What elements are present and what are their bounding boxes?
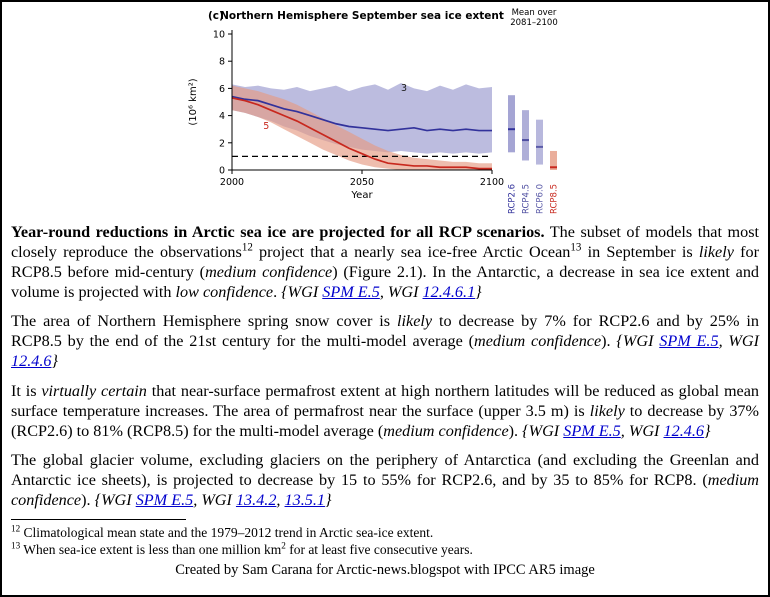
- y-tick-label: 0: [219, 166, 225, 177]
- text-segment: }: [51, 352, 58, 371]
- model-count-annotation: 5: [263, 121, 269, 132]
- text-segment: virtually certain: [41, 381, 147, 400]
- text-segment: ) (Figure 2.1). In the Antarctic, a decr…: [11, 263, 760, 302]
- side-panel-title-line2: 2081–2100: [510, 18, 558, 28]
- text-segment: }: [703, 421, 711, 440]
- text-segment: to decrease by 7% for RCP2.6 and by 25% …: [11, 312, 759, 351]
- rcp85-rotated-label: RCP8.5: [550, 184, 560, 214]
- text-segment: to decrease by 37% (RCP2.6) to 81% (RCP8…: [11, 401, 759, 440]
- footnote-13: 13 When sea-ice extent is less than one …: [2, 541, 768, 558]
- text-segment: , WGI: [379, 283, 423, 302]
- text-segment: {WGI: [281, 283, 323, 302]
- text-segment: , WGI: [193, 490, 236, 509]
- x-tick-label: 2000: [220, 177, 244, 188]
- chart-title: Northern Hemisphere September sea ice ex…: [220, 10, 504, 22]
- rcp60-rotated-label: RCP6.0: [536, 184, 546, 214]
- reference-link[interactable]: SPM E.5: [135, 490, 194, 509]
- reference-link[interactable]: SPM E.5: [563, 421, 621, 440]
- text-segment: ).: [508, 421, 523, 440]
- text-segment: ).: [601, 332, 617, 351]
- y-tick-label: 6: [219, 84, 225, 95]
- paragraph-snow-cover: The area of Northern Hemisphere spring s…: [11, 311, 759, 371]
- text-segment: {WGI: [522, 421, 564, 440]
- text-segment: Year-round reductions in Arctic sea ice …: [11, 223, 545, 241]
- x-axis-label: Year: [350, 190, 373, 201]
- text-segment: When sea-ice extent is less than one mil…: [20, 542, 282, 558]
- attribution-line: Created by Sam Carana for Arctic-news.bl…: [175, 561, 595, 578]
- text-segment: }: [475, 283, 482, 302]
- rcp45-mean-bar: [522, 110, 529, 161]
- text-segment: likely: [698, 243, 734, 262]
- text-segment: It is: [11, 381, 42, 400]
- text-segment: ,: [276, 490, 285, 509]
- rcp60-mean-bar: [536, 119, 543, 165]
- sea-ice-chart-svg: 0 2 4 6 8 10 2000 2050 2100 (c)Northern Hemispher…: [188, 8, 560, 214]
- footnote-separator: [11, 519, 186, 521]
- model-count-annotation: 3: [401, 83, 407, 94]
- reference-link[interactable]: 12.4.6: [663, 421, 704, 440]
- reference-link[interactable]: 13.5.1: [284, 490, 325, 509]
- text-segment: Climatological mean state and the 1979–2…: [20, 525, 434, 541]
- paragraph-permafrost: It is virtually certain that near-surfac…: [11, 381, 759, 441]
- rcp26-band: [232, 82, 492, 154]
- report-text: Year-round reductions in Arctic sea ice …: [2, 218, 768, 510]
- text-segment: medium confidence: [205, 263, 333, 282]
- text-segment: {WGI: [94, 490, 136, 509]
- text-segment: }: [324, 490, 332, 509]
- rcp26-mean-bar: [508, 95, 515, 153]
- reference-link[interactable]: 12.4.6: [11, 352, 52, 371]
- reference-link[interactable]: 13.4.2: [235, 490, 277, 509]
- text-segment: The subset of models that most closely r…: [11, 223, 759, 262]
- x-tick-label: 2100: [480, 177, 504, 188]
- reference-link[interactable]: SPM E.5: [322, 283, 380, 302]
- paragraph-glaciers: The global glacier volume, excluding gla…: [11, 450, 759, 510]
- figure-sea-ice: 0 2 4 6 8 10 2000 2050 2100 (c) Northern Hemispher…: [136, 4, 768, 218]
- text-segment: likely: [397, 312, 433, 331]
- y-tick-label: 10: [213, 30, 225, 41]
- text-segment: low confidence: [175, 283, 274, 302]
- text-segment: for at least five consecutive years.: [285, 542, 473, 558]
- y-tick-label: 4: [219, 111, 225, 122]
- text-segment: for RCP8.5 before mid-century (: [11, 243, 759, 282]
- rcp45-rotated-label: RCP4.5: [522, 184, 532, 214]
- y-tick-label: 2: [219, 138, 225, 149]
- rcp26-rotated-label: RCP2.6: [508, 184, 518, 214]
- rcp85-line: [231, 97, 492, 170]
- text-segment: likely: [589, 401, 625, 420]
- text-segment: that near-surface permafrost extent at h…: [11, 381, 760, 420]
- rcp26-line: [231, 95, 492, 132]
- text-segment: The global glacier volume, excluding gla…: [11, 450, 759, 489]
- rcp85-mean-bar: [550, 150, 557, 170]
- text-segment: medium confidence: [474, 332, 602, 351]
- reference-link[interactable]: SPM E.5: [659, 332, 719, 351]
- footnote-12: 12 Climatological mean state and the 197…: [2, 524, 768, 541]
- panel-label: (c): [208, 10, 224, 22]
- footnote-marker: 13: [570, 241, 582, 254]
- text-segment: The area of Northern Hemisphere spring s…: [11, 312, 398, 331]
- text-segment: project that a nearly sea ice-free Arcti…: [252, 243, 571, 262]
- y-axis-label: (10⁶ km²): [188, 78, 199, 125]
- text-segment: .: [273, 283, 282, 302]
- text-segment: , WGI: [718, 332, 759, 351]
- footnote-marker: 12: [241, 241, 253, 254]
- footnote-marker: 2: [281, 540, 286, 551]
- paragraph-sea-ice: Year-round reductions in Arctic sea ice …: [11, 222, 759, 302]
- side-panel-title-line1: Mean over: [512, 8, 557, 18]
- footnote-marker: 13: [11, 540, 21, 551]
- text-segment: in September is: [581, 243, 699, 262]
- footnote-marker: 12: [11, 523, 21, 534]
- text-segment: medium confidence: [11, 470, 759, 509]
- y-tick-label: 8: [219, 57, 225, 68]
- text-segment: , WGI: [620, 421, 664, 440]
- text-segment: medium confidence: [383, 421, 509, 440]
- sea-ice-chart: 0 2 4 6 8 10 2000 2050 2100 (c) Northern Hemispher…: [136, 4, 768, 223]
- text-segment: ).: [81, 490, 95, 509]
- reference-link[interactable]: 12.4.6.1: [422, 283, 476, 302]
- x-tick-label: 2050: [350, 177, 374, 188]
- rcp85-band: [232, 85, 492, 170]
- text-segment: {WGI: [616, 332, 660, 351]
